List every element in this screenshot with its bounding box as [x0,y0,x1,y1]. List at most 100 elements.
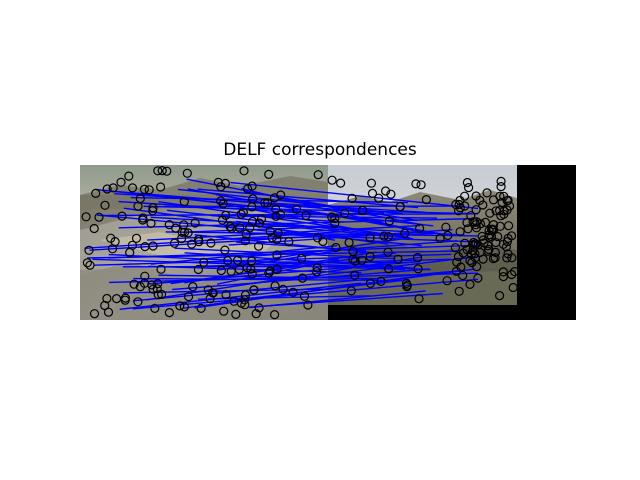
keypoint-right [482,188,492,198]
padding-bottom [328,305,576,320]
keypoint-right [442,276,452,286]
keypoint-right [463,224,473,234]
match-line [94,253,452,266]
keypoint-left [89,223,99,234]
keypoint-right [488,195,499,205]
keypoint-left [272,264,282,274]
keypoint-right [465,255,475,266]
keypoint-right [450,243,460,253]
keypoint-left [249,285,259,295]
keypoint-left [162,166,172,176]
keypoint-left [264,169,274,179]
keypoint-left [248,216,258,226]
keypoint-left [194,237,204,247]
keypoint-right [464,183,474,193]
keypoint-right [478,200,488,210]
keypoint-left [82,258,93,268]
keypoint-left [144,185,154,195]
keypoint-left [221,210,231,220]
keypoint-left [296,253,307,263]
keypoint-left [223,256,233,266]
keypoint-left [254,303,264,313]
keypoint-left [270,310,280,320]
keypoint-right [386,189,396,199]
keypoint-left [239,166,249,176]
keypoint-left [271,204,281,214]
keypoints [81,166,520,320]
keypoint-right [350,256,360,266]
keypoint-left [153,279,163,289]
keypoint-left [254,218,265,228]
keypoint-left [85,260,95,270]
keypoint-right [503,195,513,205]
match-line [108,244,479,259]
keypoint-right [470,249,480,259]
keypoint-left [124,171,134,181]
keypoint-left [263,198,273,208]
keypoint-left [131,233,142,243]
keypoint-right [331,242,341,253]
keypoint-right [383,247,393,257]
keypoint-left [240,236,250,246]
keypoint-left [221,290,231,300]
keypoint-right [495,206,505,216]
keypoint-left [153,290,163,300]
keypoint-right [477,231,487,241]
match-line [186,178,421,226]
keypoint-left [102,293,112,304]
keypoint-right [467,257,477,268]
keypoint-left [175,301,185,311]
keypoint-left [148,241,158,251]
keypoint-left [193,264,203,275]
keypoint-right [340,208,350,218]
keypoint-right [503,249,513,259]
keypoint-left [247,256,257,266]
keypoint-left [267,233,277,243]
keypoint-right [327,175,337,185]
keypoint-left [265,226,275,236]
keypoint-left [120,295,130,305]
keypoint-left [299,291,310,301]
keypoint-left [81,212,91,222]
keypoint-right [480,217,491,227]
keypoint-right [344,237,354,248]
keypoint-right [507,269,517,280]
keypoint-left [139,278,150,288]
keypoint-right [443,230,453,241]
keypoint-left [272,234,282,245]
keypoint-left [164,308,174,318]
keypoint-left [301,210,311,221]
keypoint-right [473,240,483,250]
keypoint-right [348,254,358,264]
match-line [173,196,382,223]
keypoint-left [179,302,189,312]
keypoint-left [260,198,270,208]
match-line [194,272,435,309]
keypoint-left [240,290,251,300]
keypoint-left [232,255,243,265]
keypoint-left [125,247,135,258]
keypoint-left [108,183,118,193]
keypoint-left [116,177,126,187]
match-line [177,188,404,215]
keypoint-left [156,182,166,192]
keypoint-left [153,166,163,176]
match-line [130,196,409,204]
keypoint-left [103,307,114,317]
keypoint-right [460,201,470,211]
keypoint-left [227,223,237,233]
keypoint-left [157,289,167,299]
keypoint-right [365,278,375,288]
keypoint-right [374,193,384,203]
keypoint-right [454,206,464,216]
keypoint-left [117,211,127,221]
keypoint-left [241,229,251,239]
keypoint-right [357,255,367,265]
keypoint-left [146,218,156,228]
match-line [165,231,479,237]
keypoint-left [231,309,241,319]
keypoint-right [496,182,506,192]
keypoint-left [179,197,189,207]
keypoint-left [84,245,94,255]
